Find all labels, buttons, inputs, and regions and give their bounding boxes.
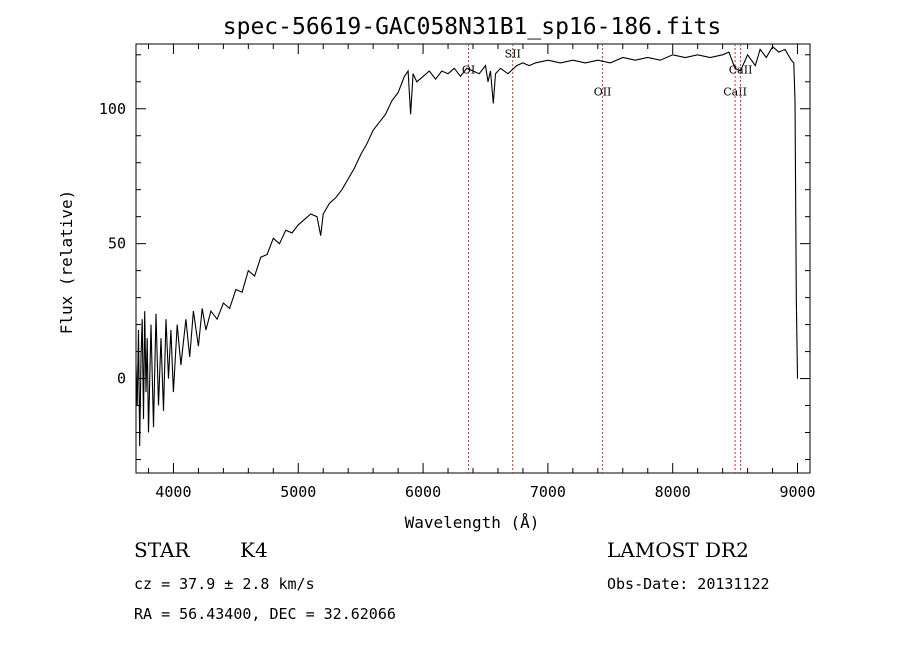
spectral-line-label: OI bbox=[462, 64, 475, 77]
x-tick-label: 7000 bbox=[530, 483, 566, 501]
x-axis-label: Wavelength (Å) bbox=[405, 513, 540, 532]
y-axis-label: Flux (relative) bbox=[57, 190, 76, 335]
plot-frame bbox=[135, 43, 811, 474]
redshift-text: cz = 37.9 ± 2.8 km/s bbox=[134, 575, 315, 593]
spectral-line-label: SII bbox=[505, 47, 521, 60]
plot-area: 4000 5000 6000 7000 8000 9000 0 50 100 OI SII OII Ca… bbox=[99, 43, 816, 501]
object-class: STAR bbox=[134, 538, 190, 562]
y-tick-label: 0 bbox=[117, 370, 126, 388]
survey-name: LAMOST DR2 bbox=[607, 538, 749, 562]
x-tick-label: 9000 bbox=[779, 483, 815, 501]
x-tick-label: 8000 bbox=[655, 483, 691, 501]
observation-date: Obs-Date: 20131122 bbox=[607, 575, 770, 593]
spectral-line-label: OII bbox=[594, 85, 612, 98]
x-tick-label: 4000 bbox=[155, 483, 191, 501]
chart-title: spec-56619-GAC058N31B1_sp16-186.fits bbox=[223, 14, 722, 40]
coordinates-text: RA = 56.43400, DEC = 32.62066 bbox=[134, 605, 396, 623]
y-tick-label: 100 bbox=[99, 100, 126, 118]
y-tick-label: 50 bbox=[108, 235, 126, 253]
spectral-line-label: CaII bbox=[723, 85, 747, 98]
x-tick-label: 6000 bbox=[405, 483, 441, 501]
object-subclass: K4 bbox=[240, 538, 268, 562]
spectrum-series-line bbox=[135, 45, 799, 447]
x-tick-label: 5000 bbox=[280, 483, 316, 501]
